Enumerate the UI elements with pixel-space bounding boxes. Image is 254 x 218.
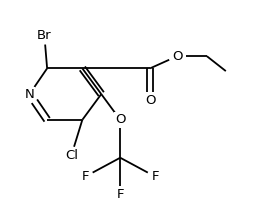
Text: N: N	[25, 88, 34, 101]
Text: F: F	[117, 188, 124, 201]
Text: O: O	[115, 113, 125, 126]
Text: Cl: Cl	[65, 148, 78, 162]
Text: Br: Br	[37, 29, 52, 42]
Text: O: O	[145, 94, 155, 107]
Text: O: O	[172, 50, 182, 63]
Text: F: F	[81, 170, 89, 183]
Text: F: F	[152, 170, 159, 183]
